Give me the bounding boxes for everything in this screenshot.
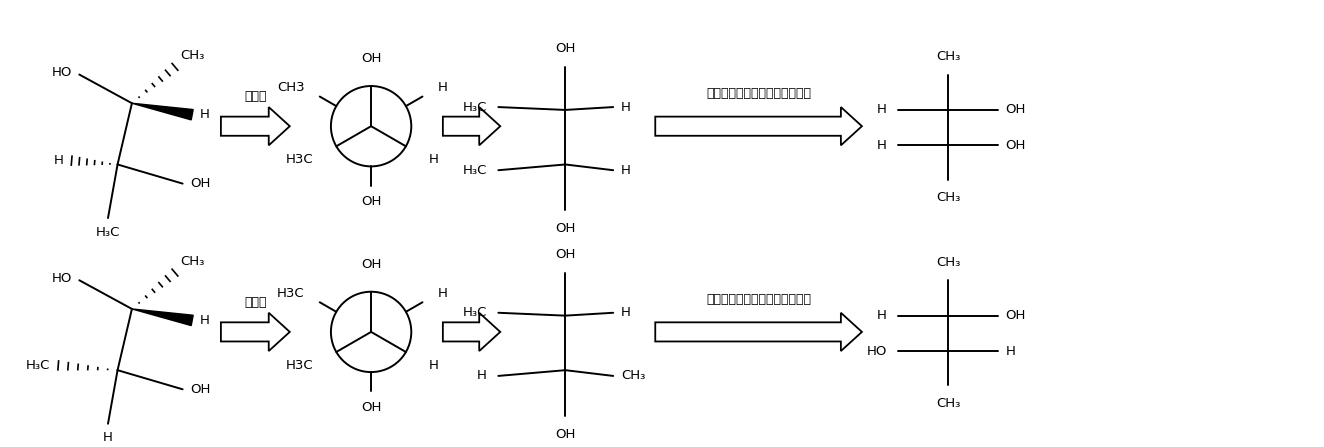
Text: CH₃: CH₃ — [621, 369, 645, 383]
Text: H3C: H3C — [286, 359, 312, 372]
Polygon shape — [442, 313, 500, 351]
Text: H: H — [54, 154, 64, 167]
Text: H: H — [876, 309, 887, 322]
Text: OH: OH — [191, 177, 211, 190]
Text: CH₃: CH₃ — [936, 397, 960, 410]
Text: H₃C: H₃C — [26, 359, 50, 372]
Text: H3C: H3C — [286, 153, 312, 166]
Text: OH: OH — [361, 401, 381, 414]
Text: OH: OH — [555, 222, 576, 235]
Text: H3C: H3C — [277, 287, 305, 300]
Text: H: H — [429, 153, 440, 166]
Text: HO: HO — [52, 66, 71, 79]
Text: H: H — [876, 103, 887, 116]
Polygon shape — [132, 103, 193, 120]
Text: CH₃: CH₃ — [936, 256, 960, 269]
Text: OH: OH — [361, 257, 381, 271]
Text: H: H — [200, 108, 209, 121]
Text: H: H — [621, 101, 630, 114]
Text: H: H — [437, 287, 448, 300]
Text: H₃C: H₃C — [462, 306, 487, 319]
Text: OH: OH — [555, 42, 576, 55]
Text: OH: OH — [1005, 139, 1026, 152]
Text: OH: OH — [555, 248, 576, 261]
Text: OH: OH — [361, 195, 381, 208]
Polygon shape — [655, 313, 862, 351]
Text: HO: HO — [52, 272, 71, 285]
Text: H: H — [437, 81, 448, 94]
Text: OH: OH — [191, 383, 211, 396]
Text: HO: HO — [866, 345, 887, 358]
Text: H: H — [103, 431, 113, 444]
Text: OH: OH — [1005, 309, 1026, 322]
Text: H: H — [200, 314, 209, 327]
Text: H: H — [1005, 345, 1016, 358]
Text: OH: OH — [555, 428, 576, 441]
Polygon shape — [132, 309, 193, 325]
Polygon shape — [221, 313, 290, 351]
Text: CH₃: CH₃ — [180, 49, 204, 62]
Polygon shape — [221, 107, 290, 145]
Text: CH₃: CH₃ — [180, 255, 204, 268]
Polygon shape — [442, 107, 500, 145]
Text: H: H — [876, 139, 887, 152]
Text: CH₃: CH₃ — [936, 191, 960, 204]
Text: H: H — [429, 359, 440, 372]
Text: OH: OH — [361, 52, 381, 65]
Text: 交错式: 交错式 — [244, 296, 266, 309]
Text: CH3: CH3 — [277, 81, 305, 94]
Text: OH: OH — [1005, 103, 1026, 116]
Text: H: H — [621, 306, 630, 319]
Text: CH₃: CH₃ — [936, 50, 960, 63]
Text: H₃C: H₃C — [462, 101, 487, 114]
Text: H₃C: H₃C — [95, 226, 120, 239]
Text: 两个手性碳原子分别互换偶数次: 两个手性碳原子分别互换偶数次 — [706, 293, 812, 306]
Text: H: H — [621, 164, 630, 177]
Text: H₃C: H₃C — [462, 164, 487, 177]
Text: H: H — [477, 369, 487, 383]
Polygon shape — [655, 107, 862, 145]
Text: 交错式: 交错式 — [244, 90, 266, 103]
Text: 两个手性碳原子分别互换偶数次: 两个手性碳原子分别互换偶数次 — [706, 87, 812, 101]
